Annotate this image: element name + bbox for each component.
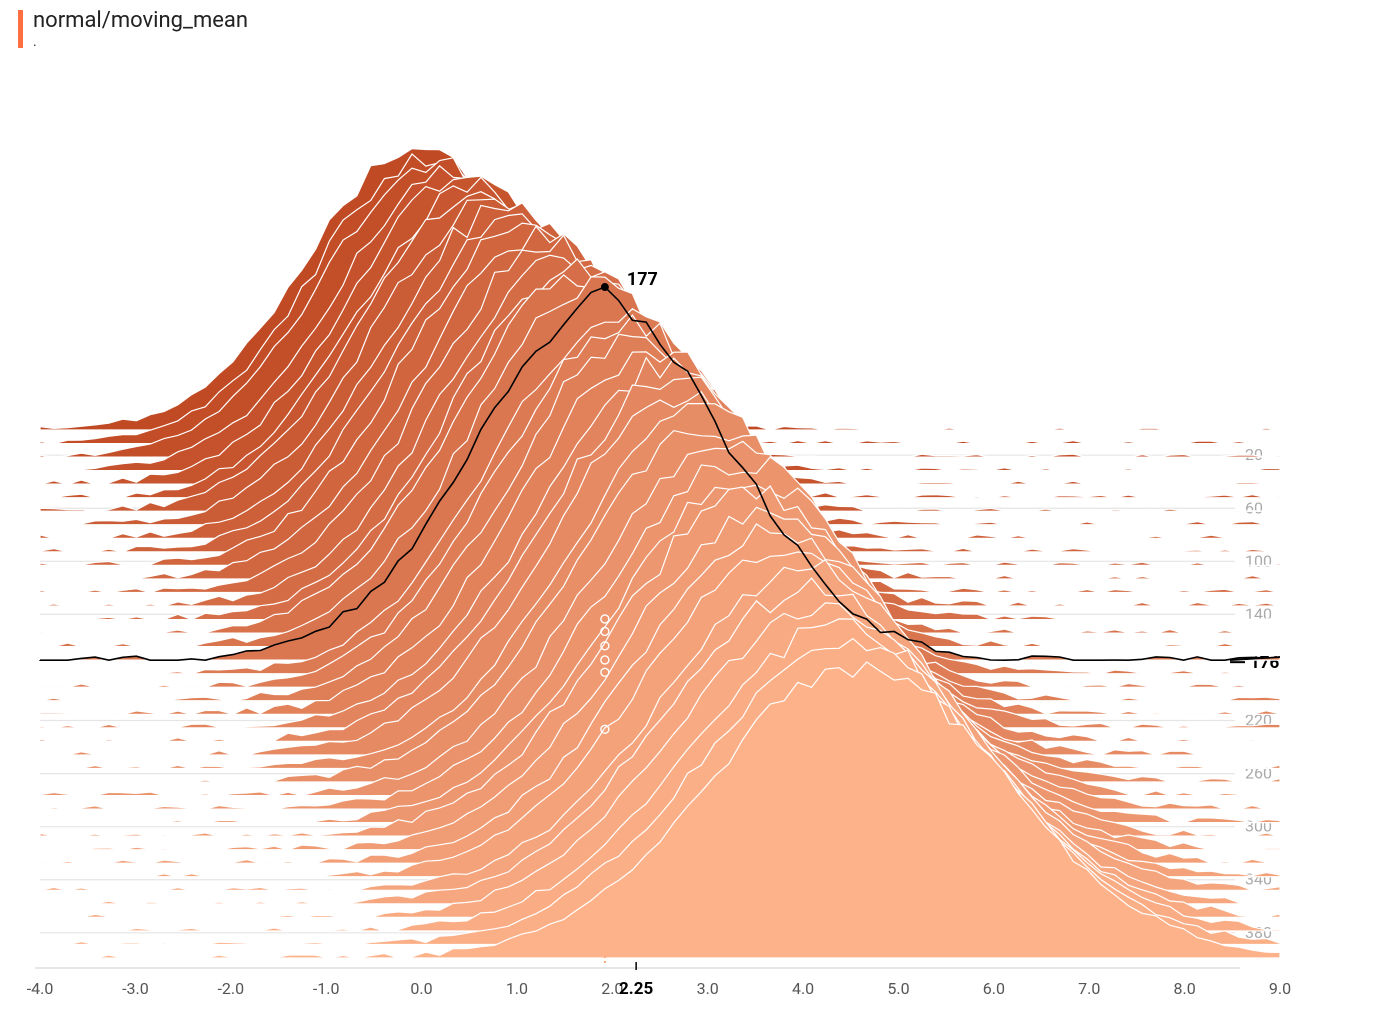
y-tick-label: 60 — [1245, 498, 1263, 517]
x-tick-label: -3.0 — [122, 979, 149, 998]
x-tick-label: 4.0 — [792, 979, 814, 998]
x-tick-label: 7.0 — [1078, 979, 1100, 998]
x-tick-label: 3.0 — [697, 979, 719, 998]
x-highlight-label: 2.25 — [619, 979, 653, 999]
x-tick-label: 9.0 — [1269, 979, 1291, 998]
x-tick-label: -2.0 — [217, 979, 244, 998]
x-tick-label: 5.0 — [887, 979, 909, 998]
x-tick-label: -1.0 — [313, 979, 340, 998]
highlight-peak-marker — [601, 283, 609, 291]
x-tick-label: 8.0 — [1174, 979, 1196, 998]
x-tick-label: 1.0 — [506, 979, 528, 998]
y-highlight-label: 176 — [1250, 653, 1280, 673]
ridges — [40, 149, 1280, 958]
y-tick-label: 100 — [1245, 551, 1272, 570]
ridgeline-plot[interactable]: 2060100140220260300340380176177-4.0-3.0-… — [0, 0, 1376, 1020]
y-tick-label: 140 — [1245, 604, 1272, 623]
x-axis: -4.0-3.0-2.0-1.00.01.02.03.04.05.06.07.0… — [27, 962, 1291, 999]
x-tick-label: -4.0 — [27, 979, 54, 998]
highlight-step-label: 177 — [627, 269, 658, 290]
y-tick-label: 260 — [1245, 764, 1272, 783]
x-tick-label: 0.0 — [410, 979, 432, 998]
x-tick-label: 6.0 — [983, 979, 1005, 998]
